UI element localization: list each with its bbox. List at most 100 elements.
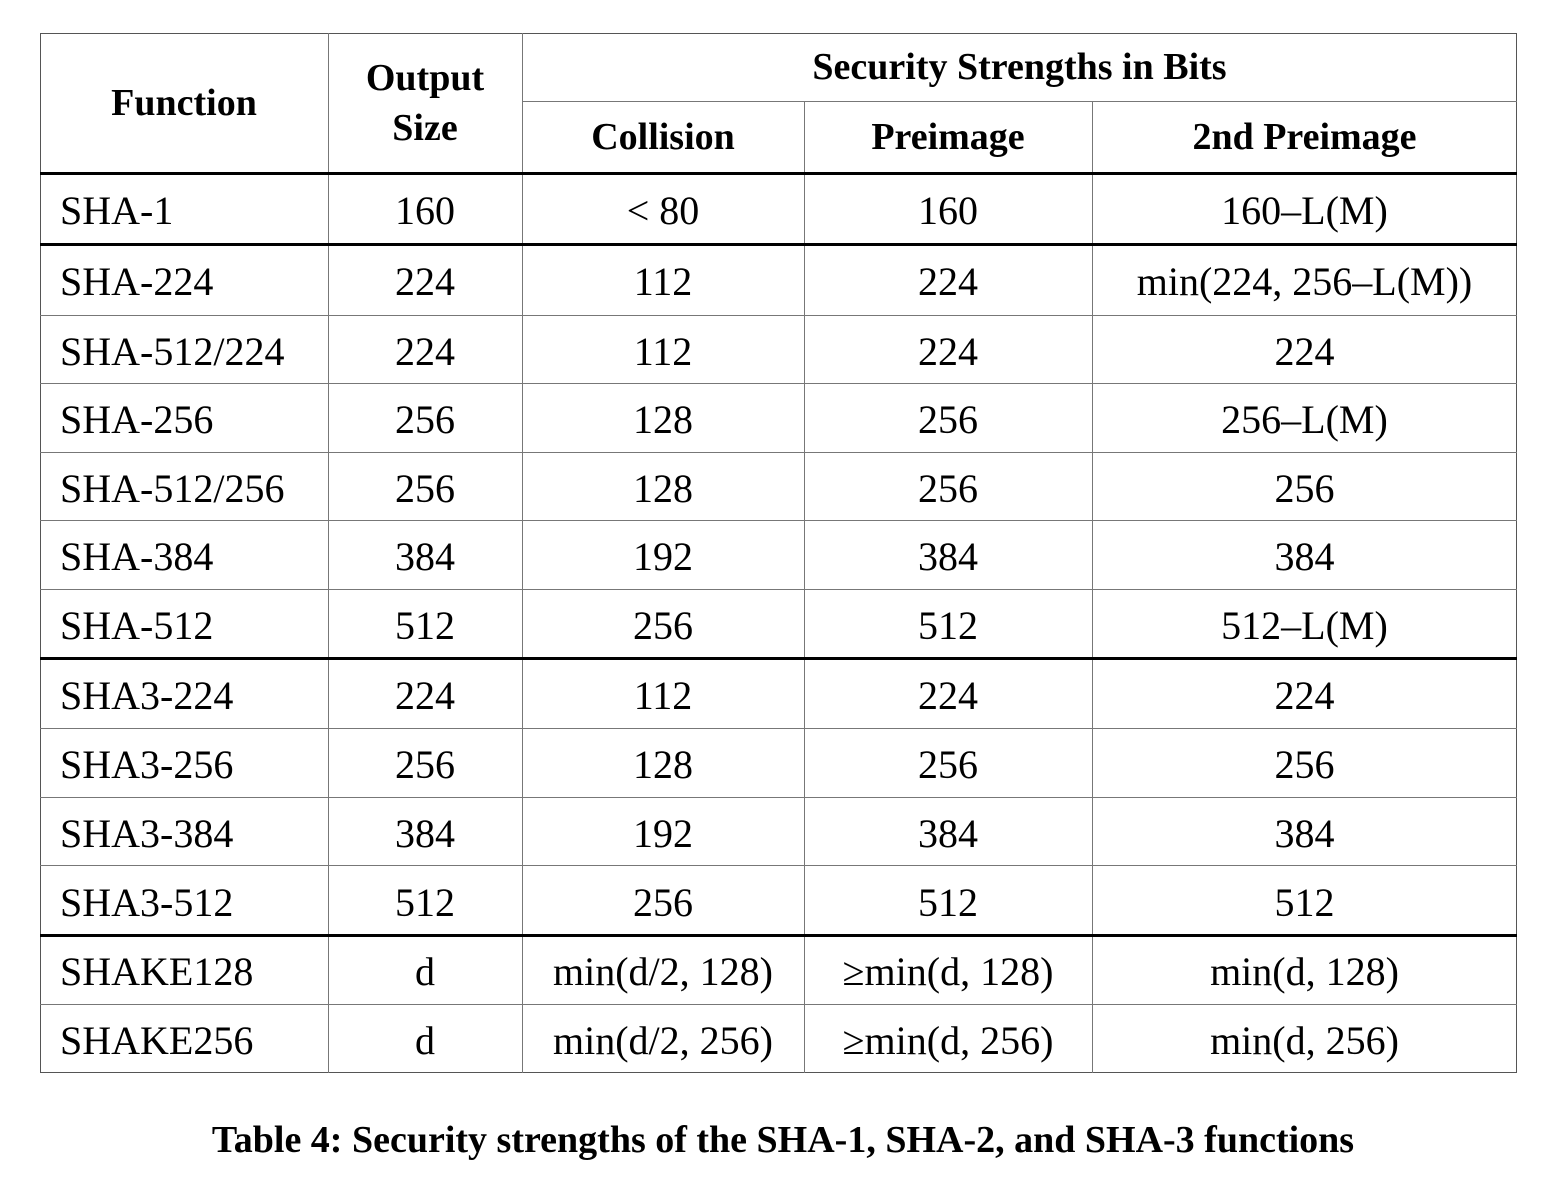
cell-text: min(d, 128): [1210, 949, 1399, 994]
cell-collision: 128: [522, 454, 804, 522]
cell-text: 256: [633, 603, 693, 648]
cell-text: 224: [1274, 672, 1335, 718]
cell-function: SHA-384: [40, 522, 328, 591]
cell-collision: 256: [522, 867, 804, 937]
cell-text: SHA-1: [60, 188, 174, 233]
cell-text: 256: [633, 879, 693, 925]
cell-function: SHA3-224: [40, 660, 328, 730]
cell-collision: 112: [522, 660, 804, 730]
cell-function: SHAKE128: [40, 937, 328, 1006]
cell-preimage: 384: [804, 522, 1092, 591]
cell-text: 512: [918, 603, 978, 648]
row-divider: [40, 1004, 1517, 1005]
cell-output-size: 224: [328, 317, 522, 385]
cell-preimage: 224: [804, 317, 1092, 385]
cell-function: SHA-512: [40, 591, 328, 660]
column-divider: [328, 33, 329, 1073]
cell-text: 160–L(M): [1221, 188, 1388, 233]
cell-second-preimage: 512: [1092, 867, 1517, 937]
cell-second-preimage: min(d, 128): [1092, 937, 1517, 1006]
cell-text: 224: [395, 259, 455, 304]
cell-output-size: 512: [328, 591, 522, 660]
row-divider: [40, 728, 1517, 729]
cell-second-preimage: 224: [1092, 660, 1517, 730]
cell-text: SHA3-512: [60, 879, 234, 925]
cell-text: 384: [1274, 810, 1335, 856]
cell-preimage: 256: [804, 730, 1092, 799]
cell-text: SHA3-384: [60, 810, 234, 856]
row-divider: [40, 934, 1517, 937]
cell-text: 512: [395, 879, 455, 925]
cell-text: 256: [918, 465, 978, 511]
cell-text: 512–L(M): [1221, 603, 1388, 648]
cell-text: SHA-384: [60, 534, 214, 579]
cell-text: < 80: [626, 188, 700, 233]
cell-text: 112: [633, 259, 693, 304]
cell-output-size: 384: [328, 799, 522, 867]
header-collision: Collision: [591, 116, 735, 158]
cell-text: 256: [395, 397, 455, 442]
cell-text: 256: [395, 465, 455, 511]
cell-second-preimage: 512–L(M): [1092, 591, 1517, 660]
cell-text: 224: [395, 672, 455, 718]
column-divider: [804, 101, 805, 1073]
cell-output-size: d: [328, 937, 522, 1006]
header-output-size-line1: Output: [365, 57, 485, 99]
security-strengths-table: [40, 33, 1517, 1073]
cell-text: 384: [918, 810, 978, 856]
cell-text: 256–L(M): [1221, 397, 1388, 442]
cell-second-preimage: 256: [1092, 454, 1517, 522]
cell-text: 512: [1274, 879, 1335, 925]
cell-function: SHA-512/224: [40, 317, 328, 385]
cell-collision: 256: [522, 591, 804, 660]
cell-text: 224: [918, 328, 978, 374]
row-divider: [40, 452, 1517, 453]
cell-text: 512: [395, 603, 455, 648]
cell-text: 256: [918, 742, 978, 787]
cell-text: 112: [633, 672, 693, 718]
cell-preimage: 224: [804, 660, 1092, 730]
cell-text: SHA-512/224: [60, 328, 285, 374]
cell-preimage: 256: [804, 454, 1092, 522]
cell-text: d: [415, 1018, 435, 1063]
cell-second-preimage: 384: [1092, 522, 1517, 591]
cell-text: SHA-512: [60, 603, 214, 648]
cell-text: 384: [395, 810, 455, 856]
cell-output-size: 256: [328, 454, 522, 522]
cell-second-preimage: 384: [1092, 799, 1517, 867]
column-divider: [1092, 101, 1093, 1073]
cell-text: d: [415, 949, 435, 994]
cell-second-preimage: 160–L(M): [1092, 175, 1517, 246]
table-caption: Table 4: Security strengths of the SHA-1…: [211, 1119, 1355, 1161]
cell-text: 256: [395, 742, 455, 787]
row-divider: [40, 243, 1517, 246]
cell-collision: 192: [522, 522, 804, 591]
cell-preimage: ≥min(d, 256): [804, 1006, 1092, 1075]
cell-function: SHA-1: [40, 175, 328, 246]
cell-text: SHA3-224: [60, 672, 234, 718]
cell-text: SHA-224: [60, 259, 214, 304]
cell-text: 128: [633, 742, 693, 787]
row-divider: [40, 383, 1517, 384]
cell-output-size: 160: [328, 175, 522, 246]
header-2nd-preimage: 2nd Preimage: [1192, 116, 1417, 158]
cell-text: 384: [395, 534, 455, 579]
cell-text: 256: [918, 397, 978, 442]
cell-collision: 128: [522, 385, 804, 454]
cell-text: 192: [633, 534, 693, 579]
cell-text: 192: [633, 810, 693, 856]
cell-text: 160: [395, 188, 455, 233]
cell-text: 160: [918, 188, 978, 233]
cell-function: SHA-256: [40, 385, 328, 454]
cell-collision: 192: [522, 799, 804, 867]
cell-text: min(d/2, 256): [553, 1018, 773, 1063]
cell-text: 512: [918, 879, 978, 925]
cell-function: SHA3-384: [40, 799, 328, 867]
cell-preimage: 512: [804, 591, 1092, 660]
cell-function: SHA-224: [40, 246, 328, 317]
cell-text: min(d/2, 128): [553, 949, 773, 994]
cell-function: SHAKE256: [40, 1006, 328, 1075]
cell-output-size: 512: [328, 867, 522, 937]
cell-preimage: 160: [804, 175, 1092, 246]
row-divider: [522, 101, 1517, 102]
